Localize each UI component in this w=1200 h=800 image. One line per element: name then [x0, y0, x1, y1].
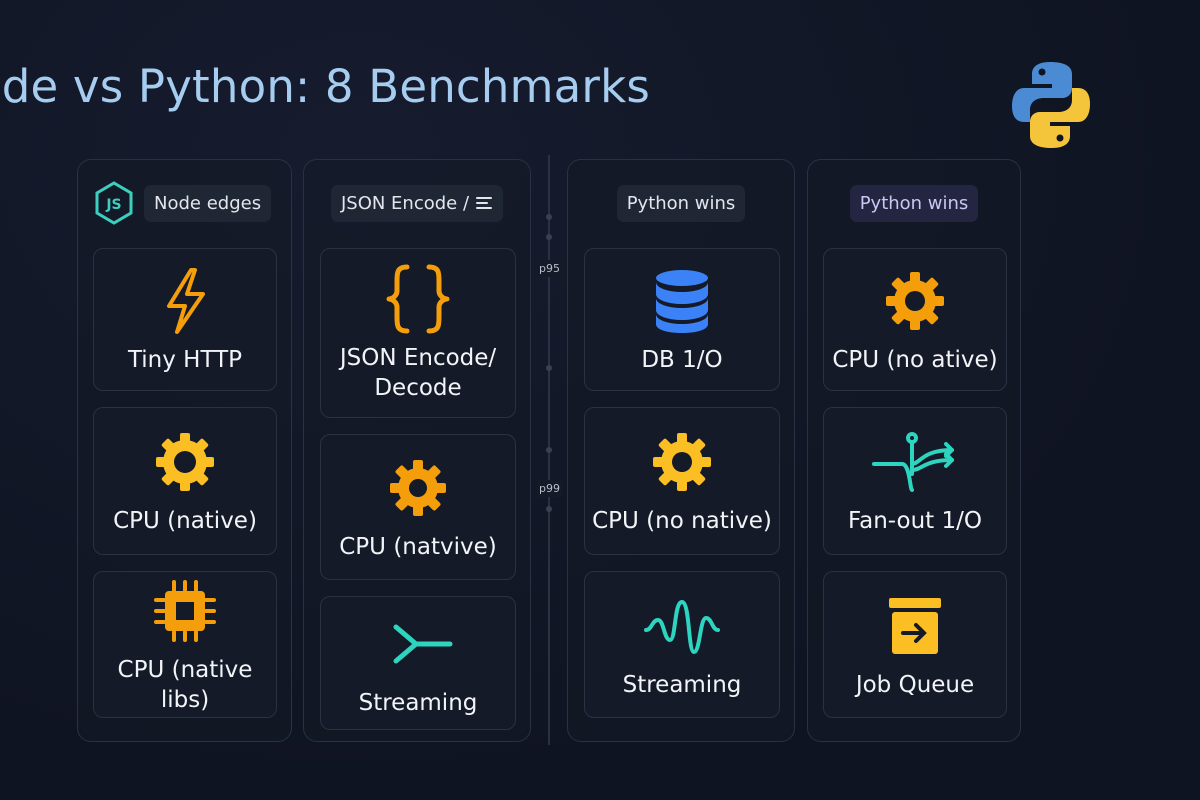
page-title: ode vs Python: 8 Benchmarks: [0, 60, 651, 113]
divider-dot: [546, 214, 552, 220]
svg-text:JS: JS: [105, 197, 121, 213]
queue-icon: [889, 597, 941, 654]
card-label: CPU (natvive): [339, 534, 497, 561]
card-label: Job Queue: [855, 671, 975, 698]
column-header: JSON Encode /: [340, 192, 470, 214]
chip-icon: [154, 579, 216, 642]
card-label: Streaming: [622, 671, 742, 698]
column-header: Python wins: [849, 184, 979, 222]
gear-icon: [653, 433, 711, 492]
card-cpu-natvive: CPU (natvive): [320, 434, 516, 580]
column-header: Python wins: [616, 184, 746, 222]
nodejs-icon: JS: [95, 181, 133, 225]
card-fan-out-io: Fan-out 1/O: [823, 407, 1007, 555]
divider-dot: [546, 365, 552, 371]
menu-lines-icon: [476, 197, 493, 209]
column-header: Node edges: [144, 184, 272, 222]
gear-icon: [156, 433, 214, 492]
card-cpu-native: CPU (native): [93, 407, 277, 555]
column-python-wins-2: Python wins CPU (no ative): [807, 159, 1021, 742]
card-label: JSON Encode/ Decode: [339, 345, 497, 401]
column-json: JSON Encode / JSON Encode/ Decode: [303, 159, 531, 742]
divider-dot: [546, 447, 552, 453]
card-json-encode-decode: JSON Encode/ Decode: [320, 248, 516, 418]
divider-dot: [546, 506, 552, 512]
gear-icon: [886, 271, 944, 330]
database-icon: [656, 269, 708, 333]
card-cpu-no-native: CPU (no native): [584, 407, 780, 555]
card-label: DB 1/O: [641, 346, 723, 373]
card-cpu-no-ative: CPU (no ative): [823, 248, 1007, 391]
merge-arrow-icon: [393, 624, 453, 664]
column-python-wins-1: Python wins DB 1/O: [567, 159, 795, 742]
gear-icon: [390, 460, 446, 517]
card-label: CPU (no native): [592, 508, 772, 535]
divider-dot: [546, 234, 552, 240]
braces-icon: [386, 264, 450, 334]
card-streaming: Streaming: [320, 596, 516, 730]
card-db-io: DB 1/O: [584, 248, 780, 391]
card-streaming: Streaming: [584, 571, 780, 718]
card-label: CPU (native): [113, 508, 257, 535]
card-label: Streaming: [358, 690, 478, 717]
lightning-icon: [167, 267, 205, 334]
card-label: CPU (no ative): [832, 346, 998, 373]
column-header-pill: JSON Encode /: [330, 184, 504, 222]
card-label: Fan-out 1/O: [848, 508, 982, 535]
column-node-edges: JS Node edges Tiny HTTP: [77, 159, 292, 742]
card-label: Tiny HTTP: [127, 346, 243, 373]
python-logo: [1012, 62, 1090, 148]
p99-marker: p99: [537, 480, 562, 497]
card-label: CPU (native libs): [117, 656, 253, 713]
card-cpu-native-libs: CPU (native libs): [93, 571, 277, 718]
wave-icon: [644, 599, 720, 654]
card-job-queue: Job Queue: [823, 571, 1007, 718]
card-tiny-http: Tiny HTTP: [93, 248, 277, 391]
fanout-icon: [872, 432, 954, 493]
p95-marker: p95: [537, 260, 562, 277]
